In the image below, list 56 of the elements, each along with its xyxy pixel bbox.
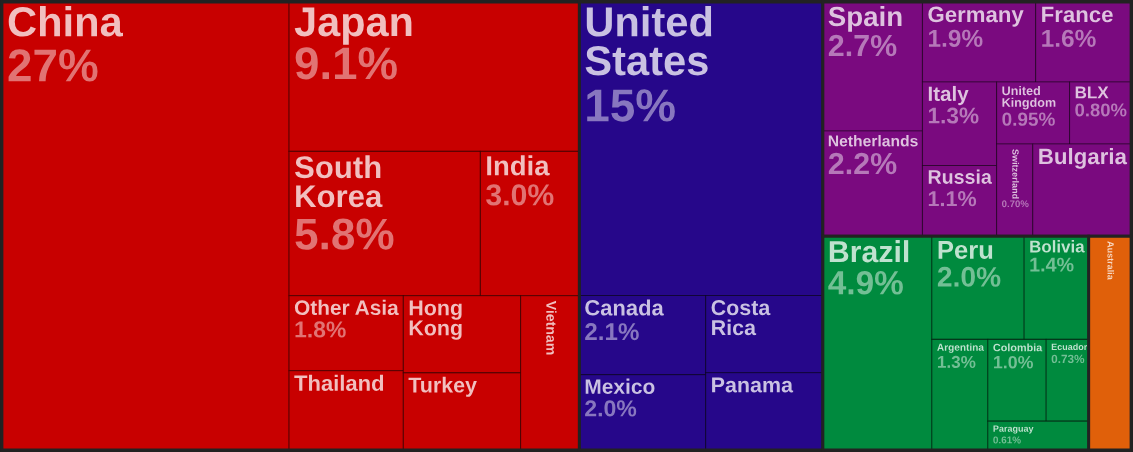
data-label: 1.3% [937, 355, 976, 369]
data-label: 4.9% [828, 271, 903, 295]
category-label: Turkey [408, 376, 477, 397]
category-label: Australia [1107, 241, 1115, 280]
category-label: Bolivia [1030, 240, 1085, 253]
data-label: 27% [8, 49, 98, 82]
category-label: China [8, 6, 124, 37]
data-label: 1.9% [929, 29, 983, 47]
category-label: BLX [1075, 86, 1109, 99]
data-label: 9.1% [295, 47, 397, 80]
data-label: 3.0% [486, 184, 554, 206]
data-label: 1.8% [295, 321, 346, 338]
category-label: Ecuador [1051, 343, 1088, 351]
data-label: 15% [587, 89, 675, 122]
data-label: 2.1% [585, 323, 639, 341]
category-label: Bulgaria [1039, 147, 1128, 169]
data-label: 2.0% [585, 400, 637, 417]
category-label: United Kingdom [1002, 85, 1056, 110]
category-label: Switzerland [1012, 149, 1019, 199]
category-label: Spain [828, 6, 902, 32]
data-label: 2.0% [937, 266, 1001, 287]
data-label: 0.73% [1051, 354, 1085, 364]
category-label: Russia [928, 169, 992, 184]
category-label: Vietnam [546, 300, 557, 355]
category-label: Hong Kong [409, 300, 462, 340]
category-label: Canada [585, 299, 664, 316]
data-label: 5.8% [295, 218, 394, 250]
category-label: Colombia [993, 343, 1043, 352]
data-label: 0.80% [1075, 103, 1127, 117]
data-label: 1.1% [928, 191, 977, 207]
category-label: Germany [928, 6, 1024, 27]
category-label: France [1042, 6, 1113, 23]
data-label: 2.7% [828, 34, 897, 57]
category-label: Thailand [294, 374, 384, 391]
category-label: Paraguay [993, 425, 1034, 434]
data-label: 0.95% [1002, 112, 1055, 126]
category-label: Italy [928, 85, 969, 106]
data-label: 1.3% [928, 107, 979, 124]
data-label: 2.2% [828, 152, 897, 175]
category-label: Costa Rica [711, 300, 771, 336]
category-label: Mexico [585, 378, 655, 394]
category-label: Other Asia [294, 299, 399, 316]
data-label: 0.70% [1001, 200, 1029, 208]
category-label: South Korea [294, 155, 383, 208]
category-label: Netherlands [828, 135, 918, 147]
category-label: Brazil [829, 240, 909, 263]
data-label: 0.61% [993, 436, 1021, 444]
category-label: Japan [294, 7, 412, 45]
category-label: India [487, 155, 550, 176]
data-label: 1.6% [1042, 29, 1096, 47]
category-label: United States [585, 6, 712, 76]
category-label: Argentina [937, 343, 985, 353]
data-label: 1.0% [994, 355, 1033, 369]
category-label: Panama [712, 377, 794, 393]
category-label: Peru [938, 241, 993, 259]
data-label: 1.4% [1030, 257, 1074, 272]
